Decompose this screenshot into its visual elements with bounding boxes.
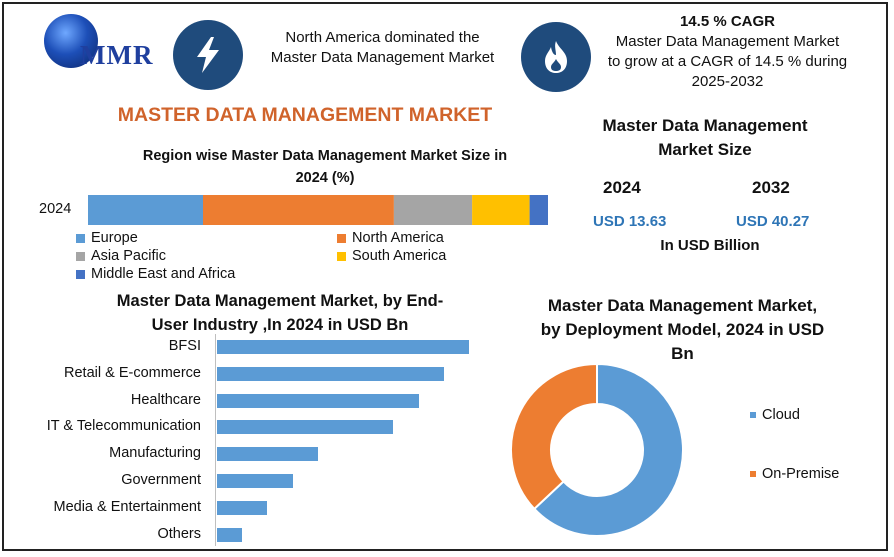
industry-label-manufacturing: Manufacturing [109,445,201,462]
cagr-block: 14.5 % CAGR Master Data Management Marke… [600,12,855,92]
industry-bar-others [217,527,243,542]
legend-south-america: South America [337,248,446,264]
region-segment-asia-pacific [393,195,473,225]
legend-north-america: North America [337,230,444,246]
industry-chart-title-line-2: User Industry ,In 2024 in USD Bn [151,316,409,334]
cagr-line-1: Master Data Management Market [615,33,840,50]
industry-label-bfsi: BFSI [168,338,201,354]
legend-swatch-on-premise [750,471,756,477]
cagr-line-2: to grow at a CAGR of 14.5 % during [607,53,848,70]
industry-label-it-telecommunication: IT & Telecommunication [46,418,201,435]
deployment-chart-title-line-1: Master Data Management Market, [547,296,818,315]
region-chart-title-line-1: Region wise Master Data Management Marke… [142,148,508,164]
legend-label-south-america: South America [352,248,447,264]
industry-chart-title: Master Data Management Market, by End- U… [85,289,475,337]
value-2024: USD 13.63 [593,213,667,230]
market-size-title-line-1: Master Data Management [602,116,808,135]
year-2024-label: 2024 [603,178,641,197]
deployment-chart-title-line-3: Bn [671,344,694,363]
industry-label-media-entertainment: Media & Entertainment [53,498,202,515]
dominance-text: North America dominated the Master Data … [250,28,515,68]
market-size-title: Master Data Management Market Size [570,114,840,162]
legend-mea: Middle East and Africa [76,266,235,282]
deployment-chart-title: Master Data Management Market, by Deploy… [520,294,845,366]
industry-label-government: Government [121,472,201,488]
legend-swatch-mea [76,269,85,279]
region-segment-europe [88,195,203,225]
industry-bar-media-entertainment [217,500,268,515]
industry-bar-retail-e-commerce [217,366,444,381]
market-size-title-line-2: Market Size [658,140,752,159]
logo-text: MMR [80,40,154,70]
region-segment-south-america [472,195,530,225]
cagr-line-3: 2025-2032 [691,73,764,90]
legend-swatch-north-america [337,233,346,243]
region-chart-title-line-2: 2024 (%) [295,170,355,186]
legend-swatch-europe [76,233,85,243]
legend-label-north-america: North America [352,230,444,246]
donut-slice-on-premise [510,362,598,511]
globe-logo-icon [44,14,98,68]
outer-frame [2,2,888,551]
donut-slice-cloud [532,362,684,537]
deployment-donut-chart [510,362,684,537]
dominance-line-1: North America dominated the [285,29,480,46]
industry-label-healthcare: Healthcare [130,391,201,408]
industry-label-others: Others [157,525,201,542]
legend-label-asia-pacific: Asia Pacific [91,248,166,264]
year-2032-label: 2032 [752,178,790,197]
industry-label-retail-e-commerce: Retail & E-commerce [64,364,201,381]
industry-chart-title-line-1: Master Data Management Market, by End- [116,292,444,310]
legend-cloud: Cloud [750,407,800,423]
industry-axis-line [215,334,216,546]
lightning-icon [173,20,243,90]
legend-on-premise: On-Premise [750,466,839,482]
market-size-unit: In USD Billion [660,237,760,254]
flame-icon [521,22,591,92]
industry-bar-government [217,474,293,488]
legend-label-europe: Europe [91,230,138,246]
region-segment-middle-east-and-africa [529,195,548,225]
industry-bar-it-telecommunication [217,420,394,435]
dominance-line-2: Master Data Management Market [270,49,495,66]
region-chart-title: Region wise Master Data Management Marke… [95,145,555,189]
value-2032: USD 40.27 [736,213,810,230]
legend-label-on-premise: On-Premise [762,466,840,482]
cagr-title: 14.5 % CAGR [679,13,776,30]
legend-swatch-cloud [750,412,756,418]
deployment-chart-title-line-2: by Deployment Model, 2024 in USD [540,320,825,339]
region-bar-category-label: 2024 [39,201,72,217]
legend-label-cloud: Cloud [762,407,800,423]
industry-bar-healthcare [217,393,419,408]
industry-bar-manufacturing [217,447,318,462]
legend-europe: Europe [76,230,138,246]
industry-bar-bfsi [217,340,469,354]
legend-label-mea: Middle East and Africa [91,266,236,282]
legend-asia-pacific: Asia Pacific [76,248,166,264]
legend-swatch-asia-pacific [76,251,85,261]
legend-swatch-south-america [337,251,346,261]
main-title: MASTER DATA MANAGEMENT MARKET [117,104,493,126]
region-segment-north-america [203,195,394,225]
region-stacked-bar-chart [88,195,548,225]
